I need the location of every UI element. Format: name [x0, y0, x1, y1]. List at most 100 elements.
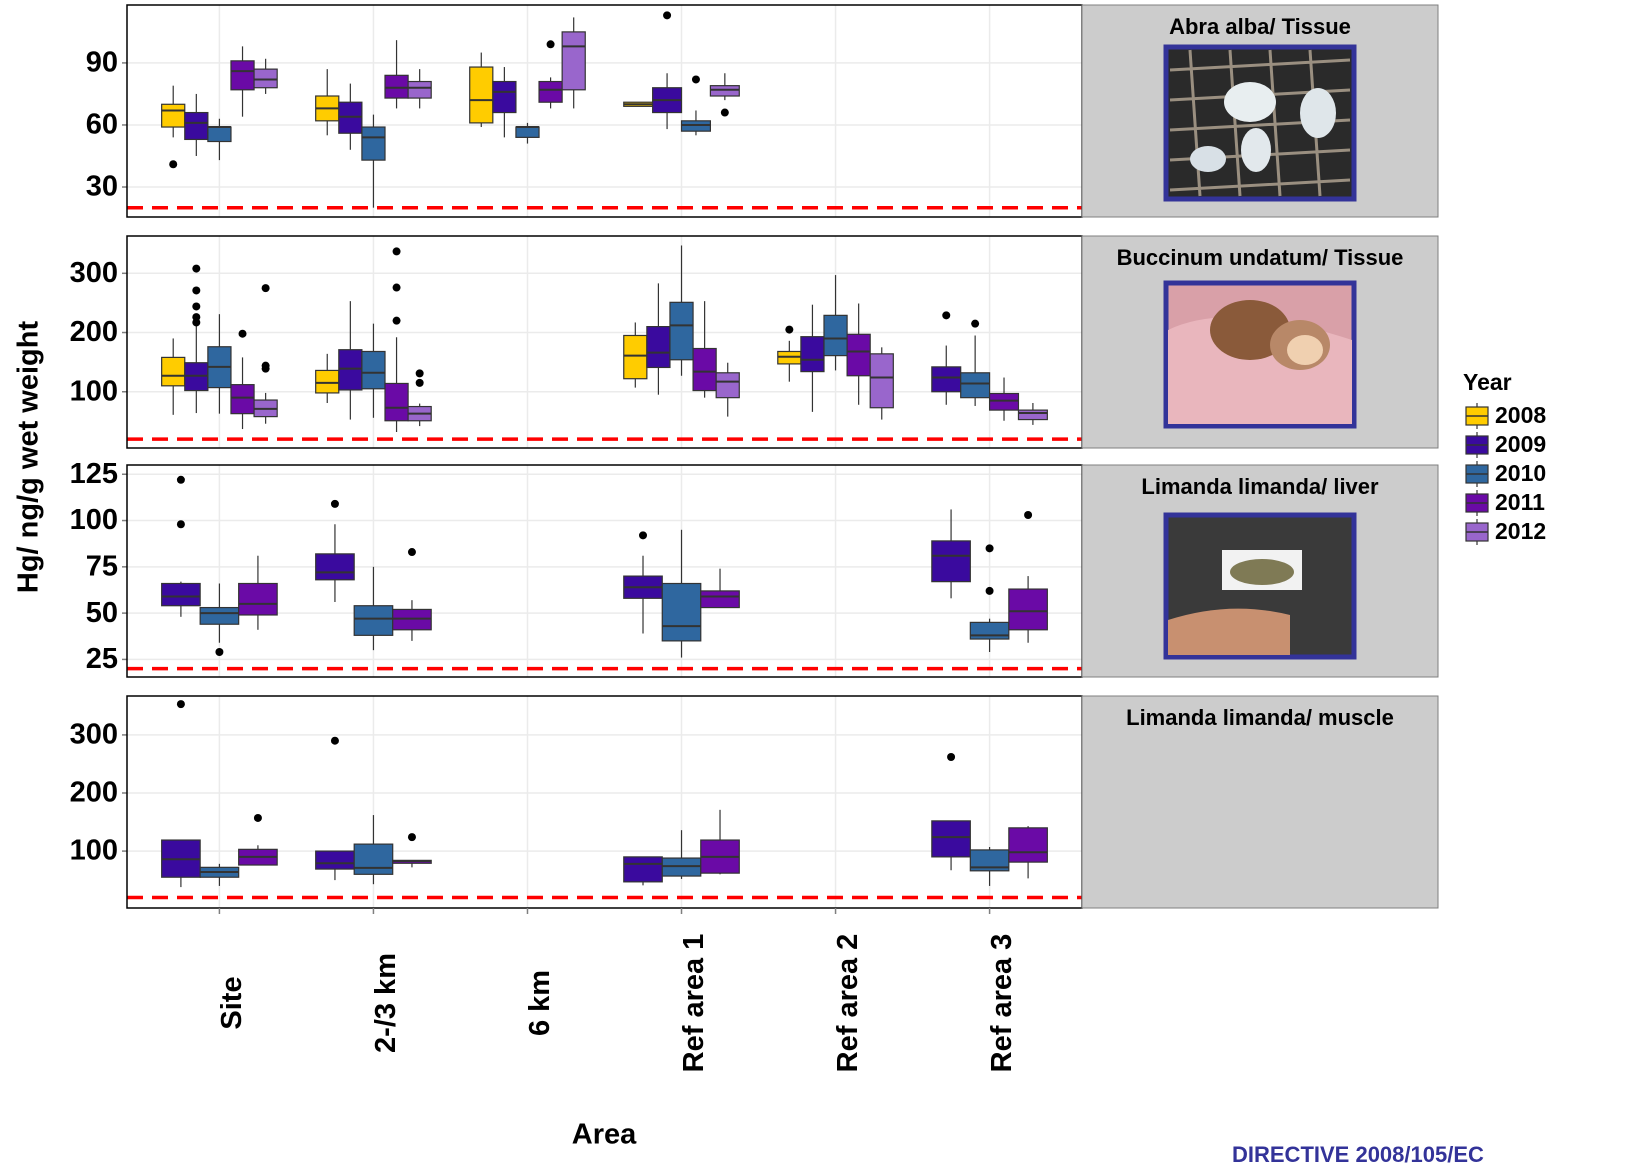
- box: [801, 337, 824, 372]
- box: [624, 335, 647, 378]
- box: [362, 351, 385, 388]
- outlier: [331, 500, 339, 508]
- page: Hg/ ng/g wet weight Area Year DIRECTIVE …: [0, 0, 1637, 1168]
- strip-label: Limanda limanda/ muscle: [1126, 705, 1394, 730]
- outlier: [1024, 511, 1032, 519]
- box: [200, 608, 239, 625]
- outlier: [192, 265, 200, 273]
- legend-label: 2010: [1495, 460, 1546, 486]
- strip-label: Limanda limanda/ liver: [1141, 474, 1379, 499]
- outlier: [971, 320, 979, 328]
- box: [562, 32, 585, 90]
- y-tick-label: 200: [70, 777, 118, 809]
- y-tick-label: 75: [86, 550, 118, 582]
- box: [316, 554, 355, 580]
- outlier: [393, 317, 401, 325]
- outlier: [393, 247, 401, 255]
- outlier: [785, 326, 793, 334]
- y-tick-label: 300: [70, 257, 118, 289]
- box: [961, 373, 990, 398]
- box: [624, 857, 663, 882]
- outlier: [942, 311, 950, 319]
- box: [870, 354, 893, 408]
- x-tick-label: 6 km: [524, 970, 556, 1036]
- box: [470, 67, 493, 123]
- outlier: [331, 737, 339, 745]
- outlier: [408, 548, 416, 556]
- outlier: [192, 318, 200, 326]
- outlier: [947, 753, 955, 761]
- outlier: [177, 520, 185, 528]
- outlier: [239, 330, 247, 338]
- photo-abra: [1166, 47, 1354, 199]
- x-tick-label: 2-/3 km: [370, 953, 402, 1053]
- outlier: [177, 700, 185, 708]
- box: [339, 102, 362, 133]
- box: [693, 349, 716, 391]
- legend-label: 2011: [1495, 489, 1545, 515]
- y-tick-label: 60: [86, 109, 118, 141]
- y-tick-label: 50: [86, 597, 118, 629]
- outlier: [192, 302, 200, 310]
- outlier: [416, 379, 424, 387]
- box: [682, 121, 711, 131]
- x-tick-label: Ref area 3: [986, 934, 1018, 1073]
- box: [362, 127, 385, 160]
- footer: DIRECTIVE 2008/105/EC: [1232, 1142, 1484, 1167]
- outlier: [215, 648, 223, 656]
- y-tick-label: 30: [86, 171, 118, 203]
- outlier: [177, 476, 185, 484]
- outlier: [663, 11, 671, 19]
- panel-background: [127, 696, 1082, 908]
- outlier: [254, 814, 262, 822]
- box: [932, 541, 971, 582]
- y-tick-label: 125: [70, 458, 118, 490]
- outlier: [408, 833, 416, 841]
- outlier: [986, 544, 994, 552]
- x-tick-label: Ref area 2: [832, 934, 864, 1073]
- box: [408, 82, 431, 99]
- y-axis-title: Hg/ ng/g wet weight: [13, 321, 45, 594]
- box: [162, 104, 185, 127]
- box: [847, 334, 870, 375]
- photos: [1166, 47, 1354, 657]
- box: [254, 69, 277, 88]
- box: [824, 315, 847, 355]
- outlier: [416, 369, 424, 377]
- box: [239, 583, 278, 614]
- outlier: [262, 284, 270, 292]
- box: [516, 127, 539, 137]
- y-tick-label: 100: [70, 835, 118, 867]
- box: [701, 591, 740, 608]
- y-tick-label: 25: [86, 643, 118, 675]
- y-tick-label: 90: [86, 47, 118, 79]
- photo-limanda: [1166, 515, 1354, 657]
- y-tick-label: 100: [70, 375, 118, 407]
- box: [539, 82, 562, 103]
- outlier: [986, 587, 994, 595]
- strip-label: Abra alba/ Tissue: [1169, 14, 1351, 39]
- x-tick-label: Ref area 1: [678, 934, 710, 1073]
- y-tick-label: 200: [70, 316, 118, 348]
- legend-label: 2012: [1495, 518, 1546, 544]
- photo-buccinum: [1166, 283, 1354, 426]
- strip-label: Buccinum undatum/ Tissue: [1117, 245, 1404, 270]
- outlier: [721, 109, 729, 117]
- outlier: [639, 531, 647, 539]
- outlier: [169, 160, 177, 168]
- box: [710, 86, 739, 96]
- outlier: [262, 365, 270, 373]
- x-axis-title: Area: [572, 1119, 637, 1151]
- outlier: [547, 40, 555, 48]
- chart: Hg/ ng/g wet weight Area Year DIRECTIVE …: [0, 0, 1637, 1168]
- box: [385, 383, 408, 420]
- box: [339, 350, 362, 390]
- box: [1018, 410, 1047, 419]
- y-tick-label: 300: [70, 719, 118, 751]
- box: [354, 844, 393, 874]
- box: [162, 583, 201, 605]
- box: [716, 373, 739, 398]
- box: [1009, 589, 1048, 630]
- legend-label: 2009: [1495, 431, 1546, 457]
- box: [185, 113, 208, 140]
